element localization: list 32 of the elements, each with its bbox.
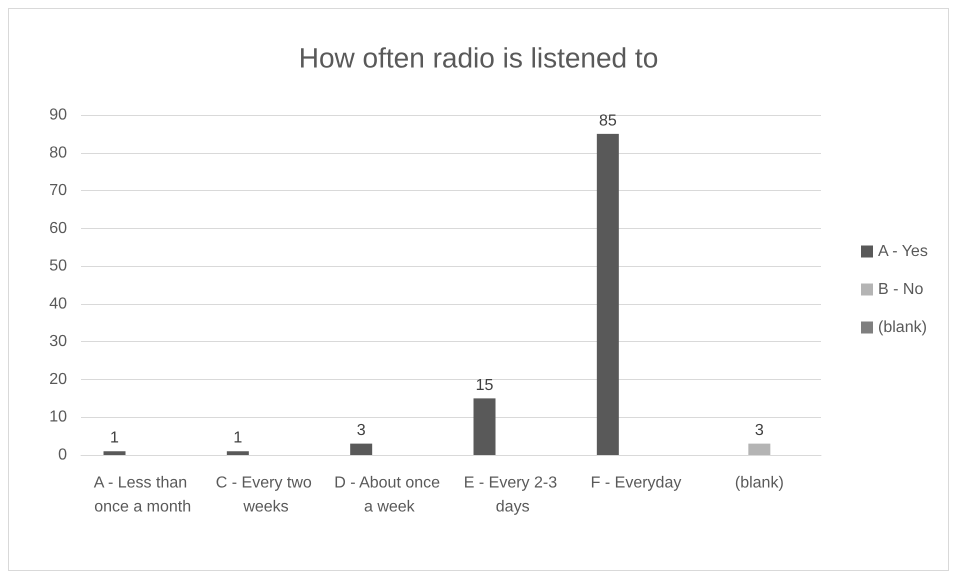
bar (748, 444, 770, 455)
y-tick-label: 50 (49, 258, 68, 275)
data-label: 3 (356, 422, 366, 440)
x-tick-label: (blank) (734, 474, 784, 492)
bar (226, 451, 249, 455)
x-tick-label: D - About once a week (334, 474, 444, 516)
legend-label: B - No (878, 281, 924, 298)
y-tick-label: 90 (49, 106, 68, 124)
bar (596, 134, 619, 455)
data-label: 1 (110, 430, 120, 447)
y-tick-label: 70 (49, 182, 68, 200)
legend-label: (blank) (878, 319, 927, 336)
data-label: 85 (598, 112, 617, 130)
bar (350, 444, 372, 455)
x-tick-label: F - Everyday (590, 474, 682, 492)
chart-title: How often radio is listened to (298, 42, 658, 74)
x-tick-label: C - Every two weeks (216, 474, 316, 516)
legend-label: A - Yes (878, 243, 928, 260)
y-tick-label: 60 (49, 220, 68, 237)
y-tick-label: 0 (58, 446, 68, 464)
data-label: 15 (476, 376, 494, 394)
x-tick-label: A - Less than once a month (94, 474, 192, 516)
y-tick-label: 10 (49, 408, 68, 426)
x-tick-label: E - Every 2-3 days (464, 474, 562, 516)
y-tick-label: 30 (49, 333, 68, 350)
bar (104, 451, 126, 455)
data-label: 3 (754, 422, 764, 440)
y-tick-label: 20 (49, 370, 68, 388)
y-tick-label: 80 (49, 144, 68, 162)
y-tick-label: 40 (49, 295, 68, 312)
bar (474, 398, 496, 455)
data-label: 1 (233, 430, 242, 447)
